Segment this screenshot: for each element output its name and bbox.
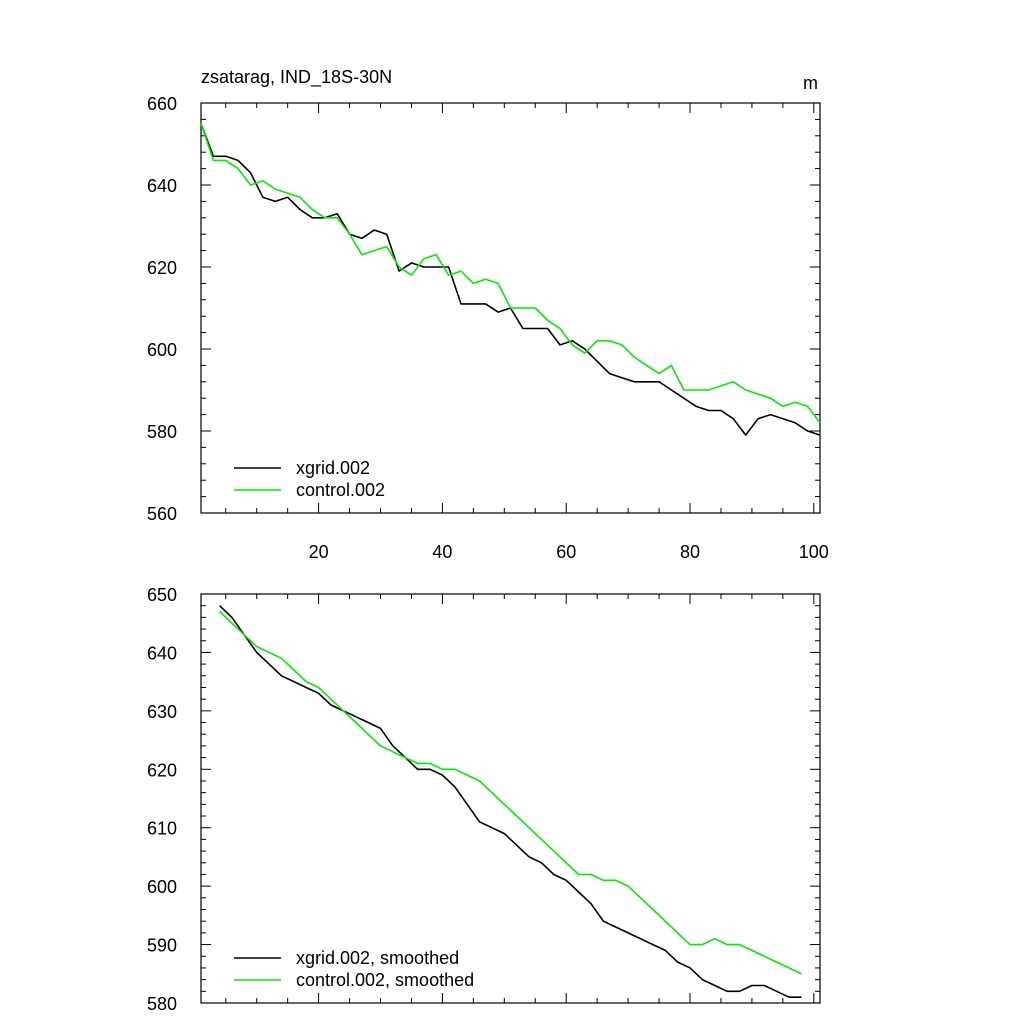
y-tick-label: 600 <box>147 340 177 360</box>
x-tick-label: 100 <box>799 542 829 562</box>
series-line-xgrid <box>219 605 802 999</box>
x-tick-label: 60 <box>556 542 576 562</box>
y-tick-label: 660 <box>147 94 177 114</box>
legend-label-control: control.002 <box>296 480 385 500</box>
chart-title: zsatarag, IND_18S-30N <box>201 67 392 88</box>
y-tick-label: 580 <box>147 422 177 442</box>
plot-frame <box>200 102 821 514</box>
x-tick-label: 80 <box>680 542 700 562</box>
y-tick-label: 620 <box>147 760 177 780</box>
x-tick-label: 40 <box>432 542 452 562</box>
x-tick-label: 20 <box>309 542 329 562</box>
units-label: m <box>803 73 818 93</box>
chart-panel-2: 580 590 600 610 620 630 640 650 xgrid.002, smoot… <box>147 585 821 1014</box>
legend-label-xgrid: xgrid.002, smoothed <box>296 948 459 968</box>
y-tick-label: 620 <box>147 258 177 278</box>
y-tick-label: 650 <box>147 585 177 605</box>
y-tick-label: 600 <box>147 877 177 897</box>
chart-panel-1: 560 580 600 620 640 660 20 40 60 80 100 zsatarag, I… <box>147 67 829 562</box>
y-tick-label: 640 <box>147 643 177 663</box>
y-tick-label: 640 <box>147 176 177 196</box>
series-line-control <box>200 123 821 424</box>
plot-frame <box>200 593 821 1004</box>
y-tick-label: 580 <box>147 994 177 1014</box>
y-tick-label: 630 <box>147 702 177 722</box>
y-tick-label: 560 <box>147 504 177 524</box>
legend-label-control: control.002, smoothed <box>296 970 474 990</box>
y-tick-label: 590 <box>147 936 177 956</box>
series-line-control <box>219 610 802 975</box>
y-tick-label: 610 <box>147 819 177 839</box>
legend-label-xgrid: xgrid.002 <box>296 458 370 478</box>
